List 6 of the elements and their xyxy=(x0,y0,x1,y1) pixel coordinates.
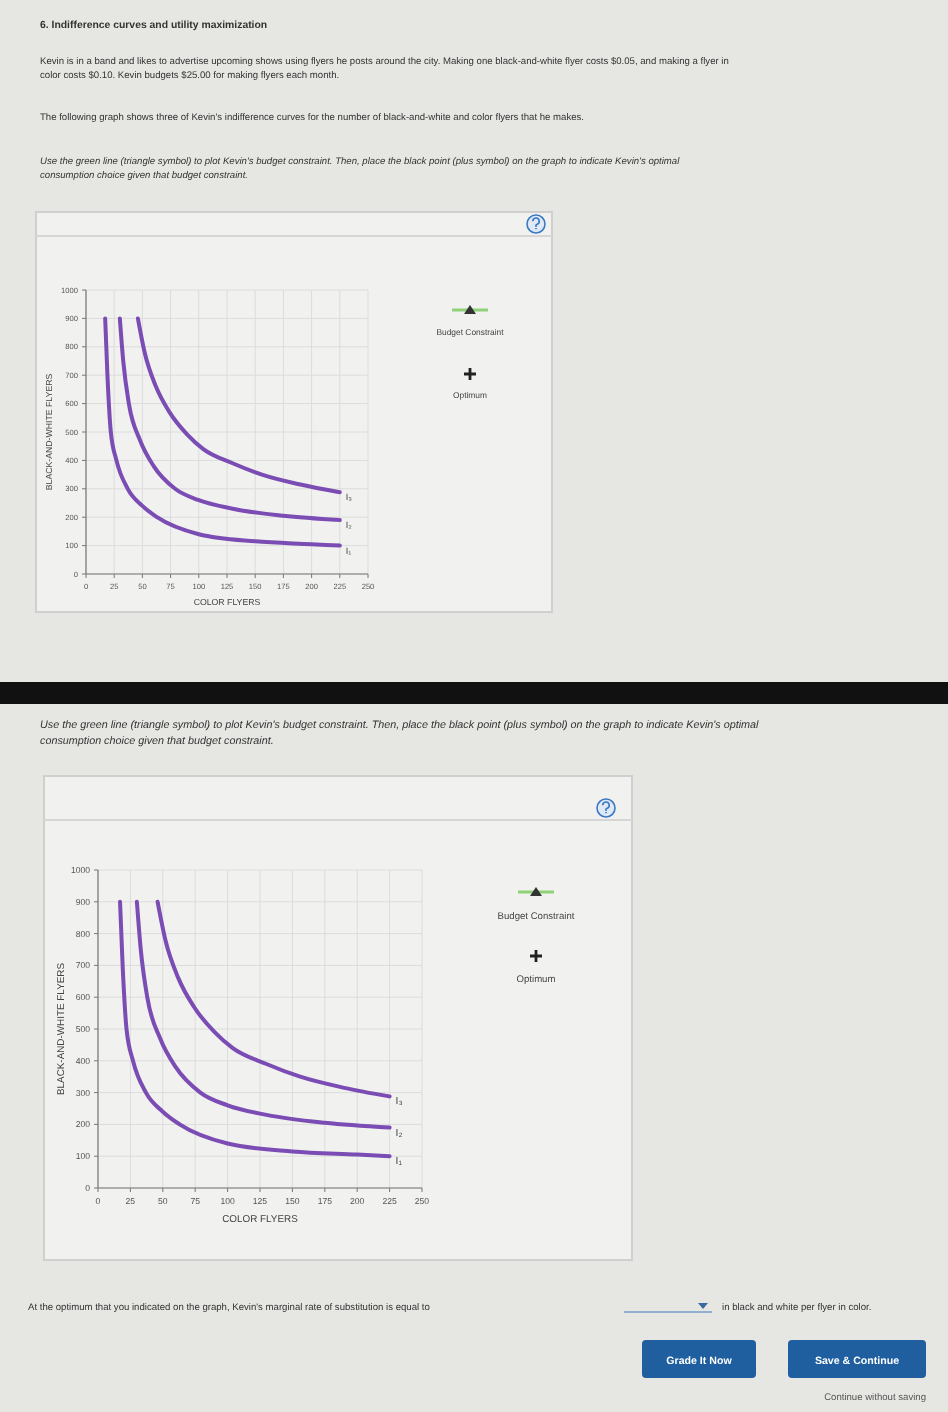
line-series xyxy=(118,899,392,1159)
line-series xyxy=(103,316,342,548)
line-series xyxy=(134,899,392,1130)
line-series xyxy=(155,899,392,1099)
line-series xyxy=(117,316,342,523)
line-series xyxy=(135,316,342,495)
